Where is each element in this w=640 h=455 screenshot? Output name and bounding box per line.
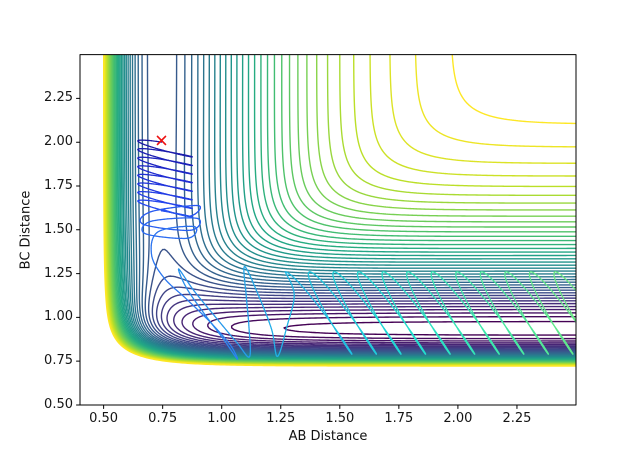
y-tick-label: 1.00 (44, 309, 73, 325)
x-tick-label: 0.50 (89, 410, 119, 426)
x-tick-label: 2.25 (502, 410, 532, 426)
y-tick-label: 1.75 (44, 177, 73, 193)
x-tick-label: 2.00 (443, 410, 473, 426)
x-tick-label: 1.00 (207, 410, 237, 426)
y-tick-label: 1.25 (44, 265, 73, 281)
x-tick-label: 1.25 (266, 410, 296, 426)
x-tick-label: 1.75 (384, 410, 414, 426)
y-tick-label: 0.75 (44, 353, 73, 369)
x-tick-label: 0.75 (148, 410, 178, 426)
y-tick-label: 0.50 (44, 396, 73, 412)
y-tick-label: 1.50 (44, 221, 73, 237)
x-tick-label: 1.50 (325, 410, 355, 426)
y-tick-label: 2.00 (44, 134, 73, 150)
x-axis-label: AB Distance (288, 429, 368, 444)
y-tick-label: 2.25 (44, 90, 73, 106)
y-axis-label: BC Distance (18, 190, 34, 270)
